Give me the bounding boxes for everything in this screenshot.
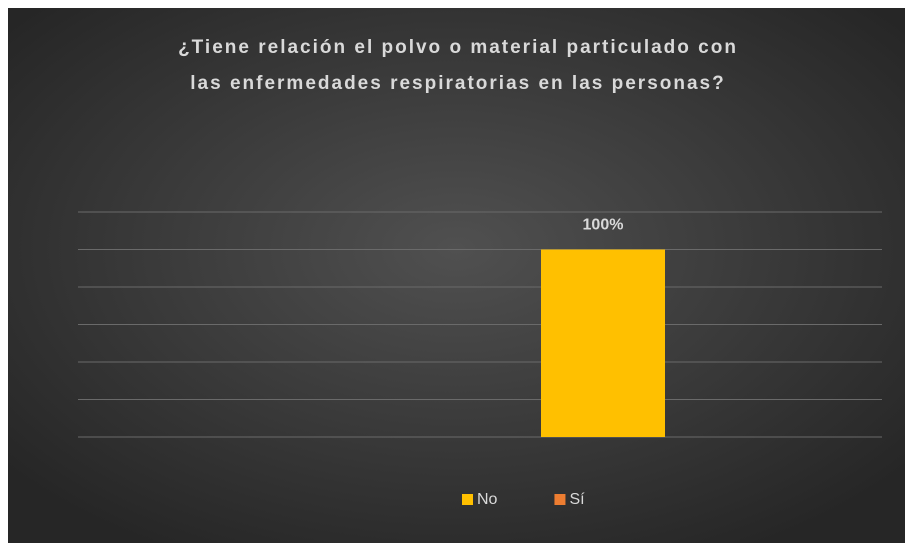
chart-title: ¿Tiene relación el polvo o material part… [178, 37, 738, 58]
legend-swatch [554, 494, 566, 505]
legend-label: No [477, 491, 498, 508]
chart-background [8, 8, 905, 543]
data-label: 100% [583, 217, 624, 234]
bar [541, 249, 665, 437]
legend-swatch [462, 494, 473, 505]
chart-title: las enfermedades respiratorias en las pe… [190, 73, 725, 94]
legend-label: Sí [569, 491, 585, 508]
